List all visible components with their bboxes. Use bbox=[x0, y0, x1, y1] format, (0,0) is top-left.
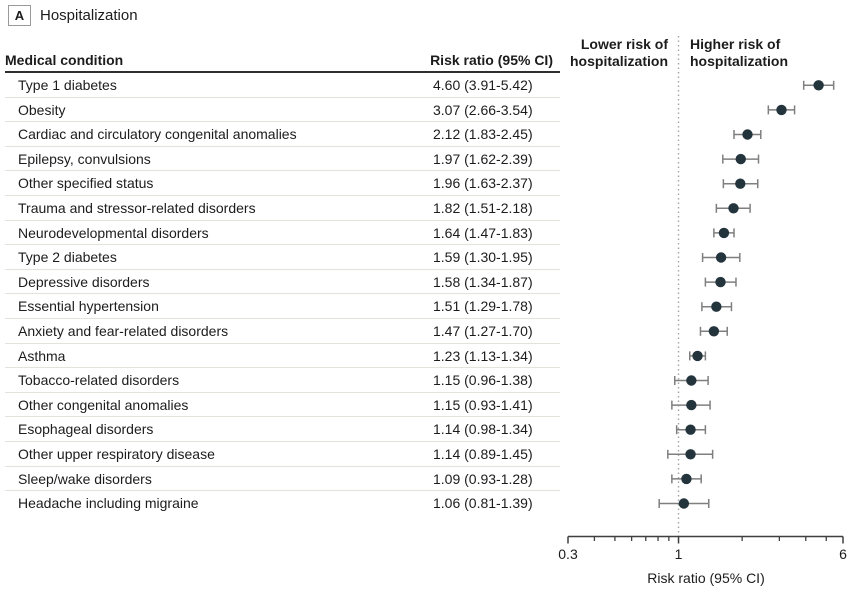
point-estimate-dot bbox=[685, 424, 696, 435]
condition-label: Other upper respiratory disease bbox=[18, 445, 215, 462]
table-row: Other congenital anomalies 1.15 (0.93-1.4… bbox=[5, 393, 560, 418]
table-row: Headache including migraine 1.06 (0.81-1.… bbox=[5, 491, 560, 516]
higher-risk-label-line1: Higher risk of bbox=[690, 36, 781, 52]
axis-tick-label: 1 bbox=[674, 545, 683, 562]
risk-ratio-value: 1.14 (0.98-1.34) bbox=[433, 421, 533, 438]
point-estimate-dot bbox=[678, 498, 690, 509]
condition-column-header: Medical condition bbox=[5, 52, 124, 68]
higher-risk-label-line2: hospitalization bbox=[690, 52, 788, 69]
risk-ratio-value: 1.23 (1.13-1.34) bbox=[433, 347, 533, 364]
risk-ratio-value: 1.15 (0.96-1.38) bbox=[433, 372, 533, 389]
point-estimate-dot bbox=[708, 326, 720, 337]
condition-label: Neurodevelopmental disorders bbox=[18, 224, 209, 241]
risk-ratio-value: 1.97 (1.62-2.39) bbox=[433, 150, 533, 167]
risk-ratio-value: 1.06 (0.81-1.39) bbox=[433, 495, 533, 512]
condition-label: Cardiac and circulatory congenital anoma… bbox=[18, 126, 297, 143]
table-row: Anxiety and fear-related disorders 1.47 (… bbox=[5, 319, 560, 344]
table-row: Asthma 1.23 (1.13-1.34) bbox=[5, 344, 560, 369]
risk-ratio-value: 1.96 (1.63-2.37) bbox=[433, 175, 533, 192]
header-underline bbox=[5, 71, 560, 73]
risk-ratio-value: 2.12 (1.83-2.45) bbox=[433, 126, 533, 143]
point-estimate-dot bbox=[742, 129, 753, 140]
table-row: Type 2 diabetes 1.59 (1.30-1.95) bbox=[5, 245, 560, 270]
lower-risk-label-line2: hospitalization bbox=[570, 52, 668, 69]
table-body: Type 1 diabetes 4.60 (3.91-5.42) Obesity 3.… bbox=[5, 73, 560, 516]
table-row: Cardiac and circulatory congenital anoma… bbox=[5, 122, 560, 147]
condition-label: Essential hypertension bbox=[18, 298, 159, 315]
panel-title: Hospitalization bbox=[40, 7, 138, 24]
lower-risk-label: Lower risk of hospitalization bbox=[570, 36, 668, 69]
table-row: Sleep/wake disorders 1.09 (0.93-1.28) bbox=[5, 467, 560, 492]
risk-ratio-value: 3.07 (2.66-3.54) bbox=[433, 101, 533, 118]
point-estimate-dot bbox=[718, 227, 730, 239]
table-row: Neurodevelopmental disorders 1.64 (1.47-1… bbox=[5, 221, 560, 246]
table-row: Type 1 diabetes 4.60 (3.91-5.42) bbox=[5, 73, 560, 98]
risk-ratio-value: 1.09 (0.93-1.28) bbox=[433, 470, 533, 487]
point-estimate-dot bbox=[686, 375, 697, 386]
condition-label: Type 1 diabetes bbox=[18, 77, 117, 93]
point-estimate-dot bbox=[728, 203, 739, 214]
axis-tick-label: 6 bbox=[839, 545, 847, 562]
table-row: Tobacco-related disorders 1.15 (0.96-1.38… bbox=[5, 368, 560, 393]
point-estimate-dot bbox=[685, 449, 696, 460]
axis-tick-label: 0.3 bbox=[558, 545, 578, 562]
point-estimate-dot bbox=[735, 153, 746, 165]
condition-label: Esophageal disorders bbox=[18, 421, 154, 438]
risk-ratio-value: 4.60 (3.91-5.42) bbox=[433, 77, 533, 93]
point-estimate-dot bbox=[813, 80, 824, 91]
table-row: Esophageal disorders 1.14 (0.98-1.34) bbox=[5, 417, 560, 442]
table-row: Other upper respiratory disease 1.14 (0.8… bbox=[5, 442, 560, 467]
condition-label: Epilepsy, convulsions bbox=[18, 150, 151, 167]
condition-label: Asthma bbox=[18, 347, 66, 364]
risk-ratio-value: 1.64 (1.47-1.83) bbox=[433, 224, 533, 241]
table-row: Obesity 3.07 (2.66-3.54) bbox=[5, 98, 560, 123]
risk-ratio-value: 1.58 (1.34-1.87) bbox=[433, 273, 533, 290]
lower-risk-label-line1: Lower risk of bbox=[580, 36, 668, 52]
risk-ratio-value: 1.14 (0.89-1.45) bbox=[433, 445, 533, 462]
point-estimate-dot bbox=[686, 399, 697, 411]
point-estimate-dot bbox=[681, 473, 692, 485]
point-estimate-dot bbox=[735, 178, 746, 189]
table-row: Essential hypertension 1.51 (1.29-1.78) bbox=[5, 294, 560, 319]
panel-header: A Hospitalization bbox=[8, 5, 138, 26]
higher-risk-label: Higher risk of hospitalization bbox=[690, 36, 788, 69]
risk-ratio-value: 1.59 (1.30-1.95) bbox=[433, 249, 533, 266]
table-row: Depressive disorders 1.58 (1.34-1.87) bbox=[5, 270, 560, 295]
point-estimate-dot bbox=[715, 252, 727, 263]
panel-label-box: A bbox=[8, 5, 31, 26]
condition-label: Other specified status bbox=[18, 175, 154, 192]
risk-ratio-value: 1.51 (1.29-1.78) bbox=[433, 298, 533, 315]
condition-label: Type 2 diabetes bbox=[18, 249, 117, 266]
condition-label: Obesity bbox=[18, 101, 66, 118]
value-column-header: Risk ratio (95% CI) bbox=[430, 52, 553, 68]
point-estimate-dot bbox=[692, 350, 703, 362]
condition-label: Tobacco-related disorders bbox=[18, 372, 180, 389]
point-estimate-dot bbox=[776, 104, 787, 116]
condition-label: Depressive disorders bbox=[18, 273, 150, 290]
risk-ratio-value: 1.15 (0.93-1.41) bbox=[433, 396, 533, 413]
condition-label: Sleep/wake disorders bbox=[18, 470, 152, 487]
point-estimate-dot bbox=[711, 301, 722, 312]
condition-label: Headache including migraine bbox=[18, 495, 199, 512]
condition-label: Other congenital anomalies bbox=[18, 396, 189, 413]
table-row: Trauma and stressor-related disorders 1.8… bbox=[5, 196, 560, 221]
table-row: Epilepsy, convulsions 1.97 (1.62-2.39) bbox=[5, 147, 560, 172]
x-axis-title: Risk ratio (95% CI) bbox=[647, 570, 765, 586]
condition-label: Trauma and stressor-related disorders bbox=[18, 199, 256, 216]
point-estimate-dot bbox=[715, 276, 726, 288]
table-row: Other specified status 1.96 (1.63-2.37) bbox=[5, 171, 560, 196]
risk-ratio-value: 1.82 (1.51-2.18) bbox=[433, 199, 533, 216]
condition-label: Anxiety and fear-related disorders bbox=[18, 322, 229, 339]
risk-ratio-value: 1.47 (1.27-1.70) bbox=[433, 322, 533, 339]
